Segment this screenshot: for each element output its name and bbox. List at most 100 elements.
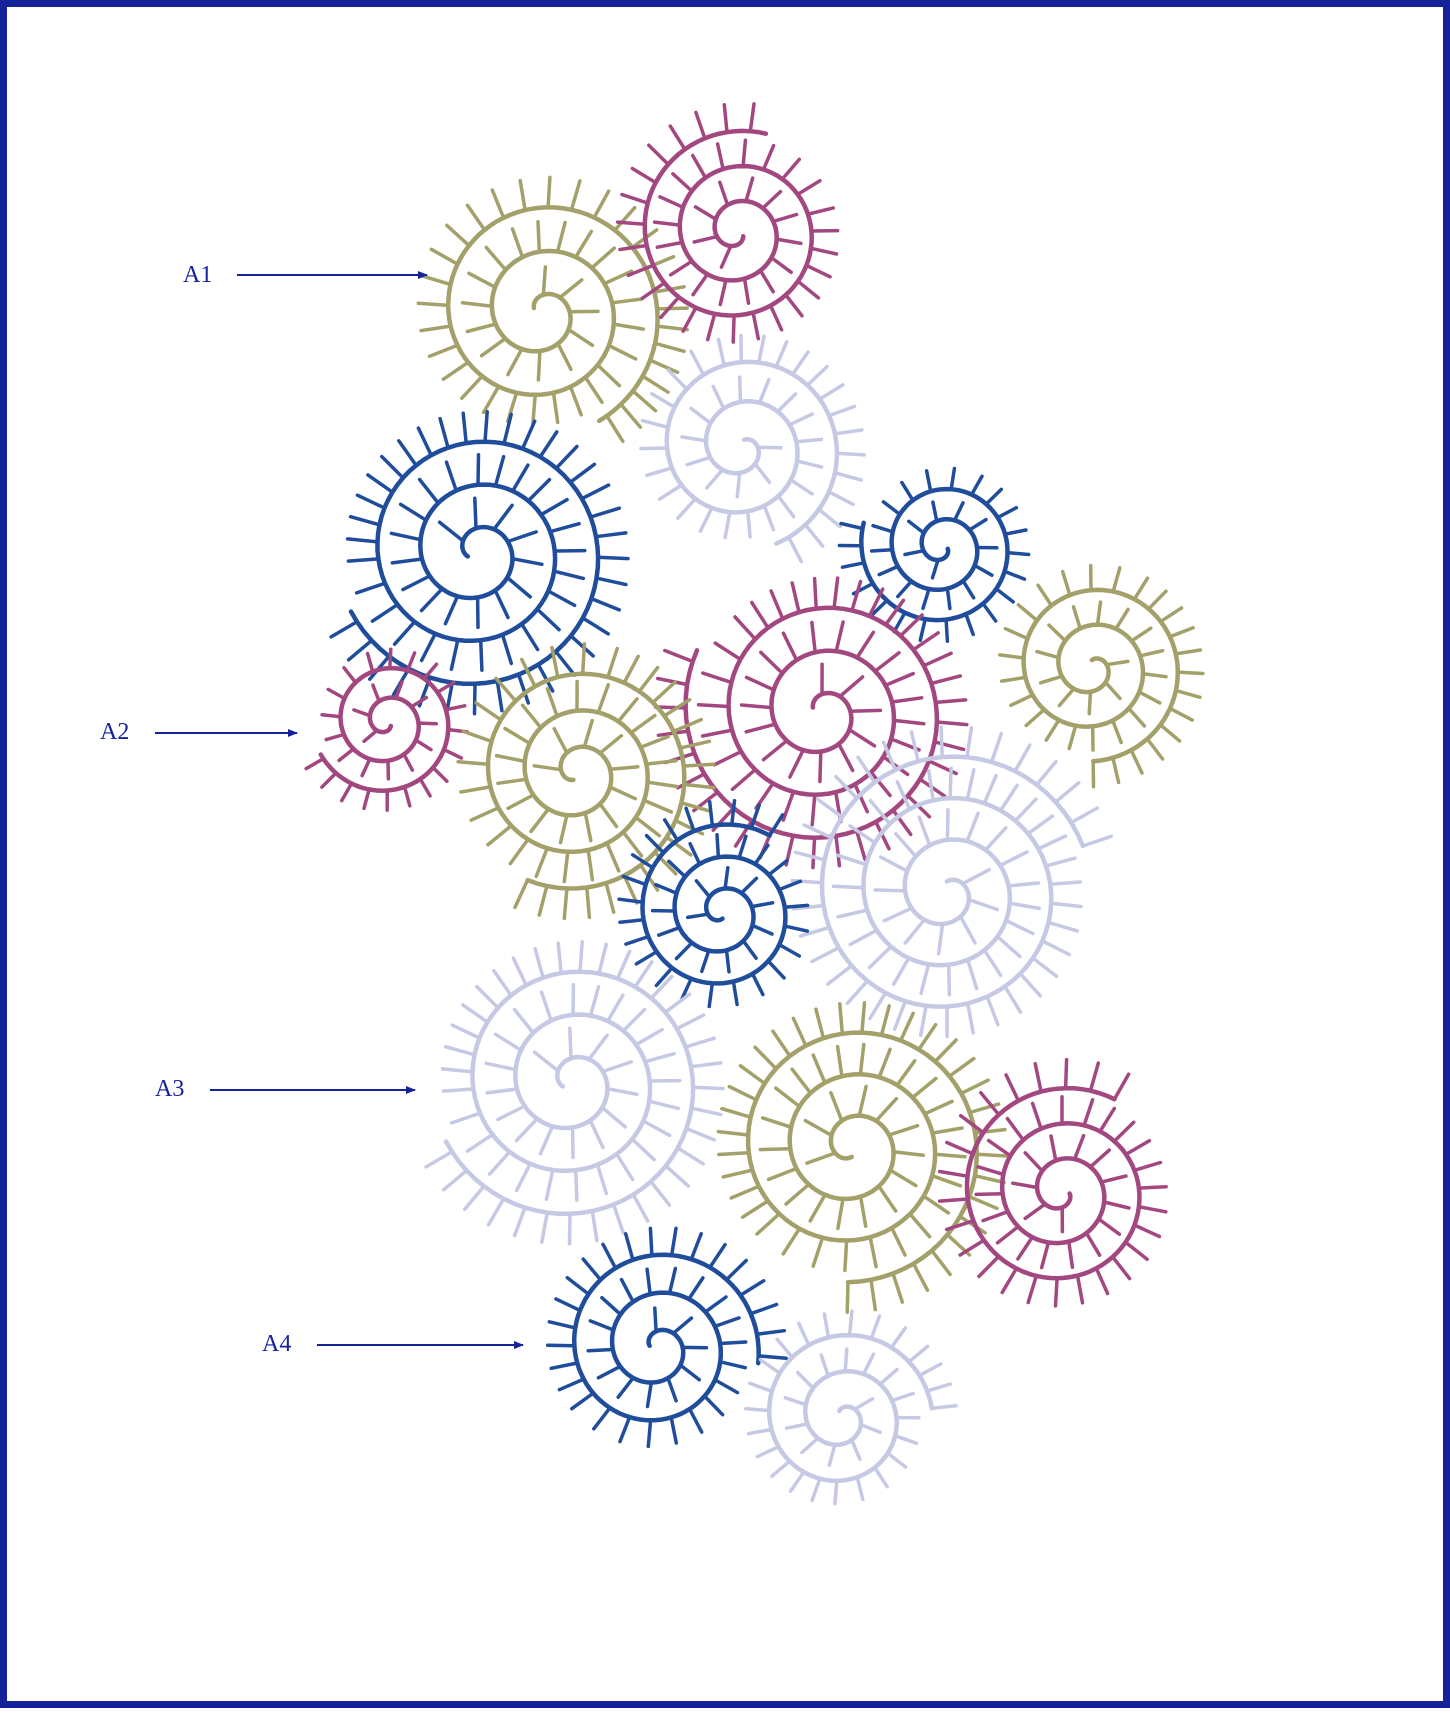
stitch (705, 1396, 723, 1415)
stitch (789, 537, 802, 561)
stitch (813, 1238, 822, 1267)
stitch (1101, 1176, 1126, 1182)
stitch (946, 620, 947, 642)
stitch (594, 191, 608, 217)
stitch (949, 965, 950, 995)
stitch (322, 773, 336, 787)
stitch (798, 1373, 813, 1389)
stitch (967, 728, 971, 758)
stitch (855, 1399, 873, 1410)
stitch (862, 1003, 865, 1033)
stitch (607, 1089, 637, 1095)
stitch (740, 377, 741, 402)
stitch (576, 1170, 577, 1200)
stitch (467, 1135, 492, 1152)
stitch (709, 983, 712, 1006)
stitch (812, 948, 839, 962)
stitch (550, 524, 579, 532)
stitch (598, 685, 608, 713)
stitch (636, 952, 656, 964)
stitch (895, 1436, 916, 1444)
stitch (888, 1453, 906, 1467)
stitch (368, 654, 373, 672)
stitch (426, 1152, 452, 1167)
stitch (1005, 629, 1027, 639)
stitch (497, 756, 525, 762)
stitch (395, 622, 415, 644)
stitch (554, 571, 583, 578)
stitch (364, 731, 377, 742)
stitch (796, 852, 825, 860)
stitch (703, 673, 732, 682)
stitch (608, 649, 617, 678)
stitch (909, 1346, 928, 1361)
stitch (463, 303, 492, 306)
stitch (680, 1365, 699, 1380)
stitch (585, 377, 602, 402)
stitch (764, 506, 773, 530)
stitch (447, 462, 457, 490)
stitch (894, 958, 909, 984)
stitch (1026, 710, 1044, 726)
stitch (1078, 1276, 1083, 1303)
stitch (759, 1356, 787, 1358)
stitch (722, 1109, 751, 1118)
stitch (403, 576, 430, 590)
stitch (909, 521, 924, 533)
stitch (834, 886, 864, 888)
stitch (422, 634, 436, 661)
stitch (624, 656, 638, 683)
stitch (612, 299, 642, 303)
stitch (742, 705, 772, 708)
stitch (560, 280, 582, 298)
stitch (696, 207, 716, 219)
stitch (558, 943, 561, 973)
stitch (924, 653, 951, 665)
stitch (792, 1069, 810, 1093)
stitch (594, 1408, 610, 1429)
stitch (1049, 922, 1078, 931)
stitch (932, 1251, 950, 1275)
stitch (808, 208, 833, 214)
stitch (796, 439, 821, 441)
stitch (741, 878, 756, 893)
stitch (600, 736, 621, 754)
stitch (404, 754, 412, 770)
stitch (717, 835, 718, 858)
stitch (892, 1228, 905, 1255)
stitch (643, 376, 668, 392)
stitch (618, 1378, 633, 1397)
stitch (422, 276, 451, 285)
stitch (649, 1101, 678, 1108)
stitch (979, 1257, 999, 1277)
stitch (710, 1245, 725, 1268)
stitch (620, 246, 647, 250)
stitch (606, 883, 614, 912)
stitch (1028, 1276, 1036, 1303)
stitch (670, 126, 685, 149)
stitch (724, 105, 727, 132)
stitch (861, 1197, 866, 1227)
stitch (747, 677, 774, 690)
stitch (535, 1052, 558, 1071)
stitch (1018, 605, 1037, 621)
embroidery-artwork (7, 7, 1450, 1715)
stitch (838, 910, 867, 917)
stitch (969, 1197, 997, 1209)
stitch (997, 937, 1020, 957)
stitch (463, 731, 491, 741)
stitch (786, 295, 802, 316)
stitch (950, 768, 951, 798)
stitch (1035, 1064, 1041, 1092)
stitch (983, 604, 996, 621)
stitch (513, 465, 528, 491)
stitch (1028, 816, 1052, 834)
stitch (845, 1349, 847, 1371)
stitch (760, 1360, 779, 1374)
stitch (517, 1164, 531, 1191)
stitch (689, 1278, 703, 1299)
stitch (719, 1153, 749, 1155)
stitch (923, 589, 929, 608)
stitch (648, 1383, 652, 1407)
stitch (743, 140, 745, 166)
